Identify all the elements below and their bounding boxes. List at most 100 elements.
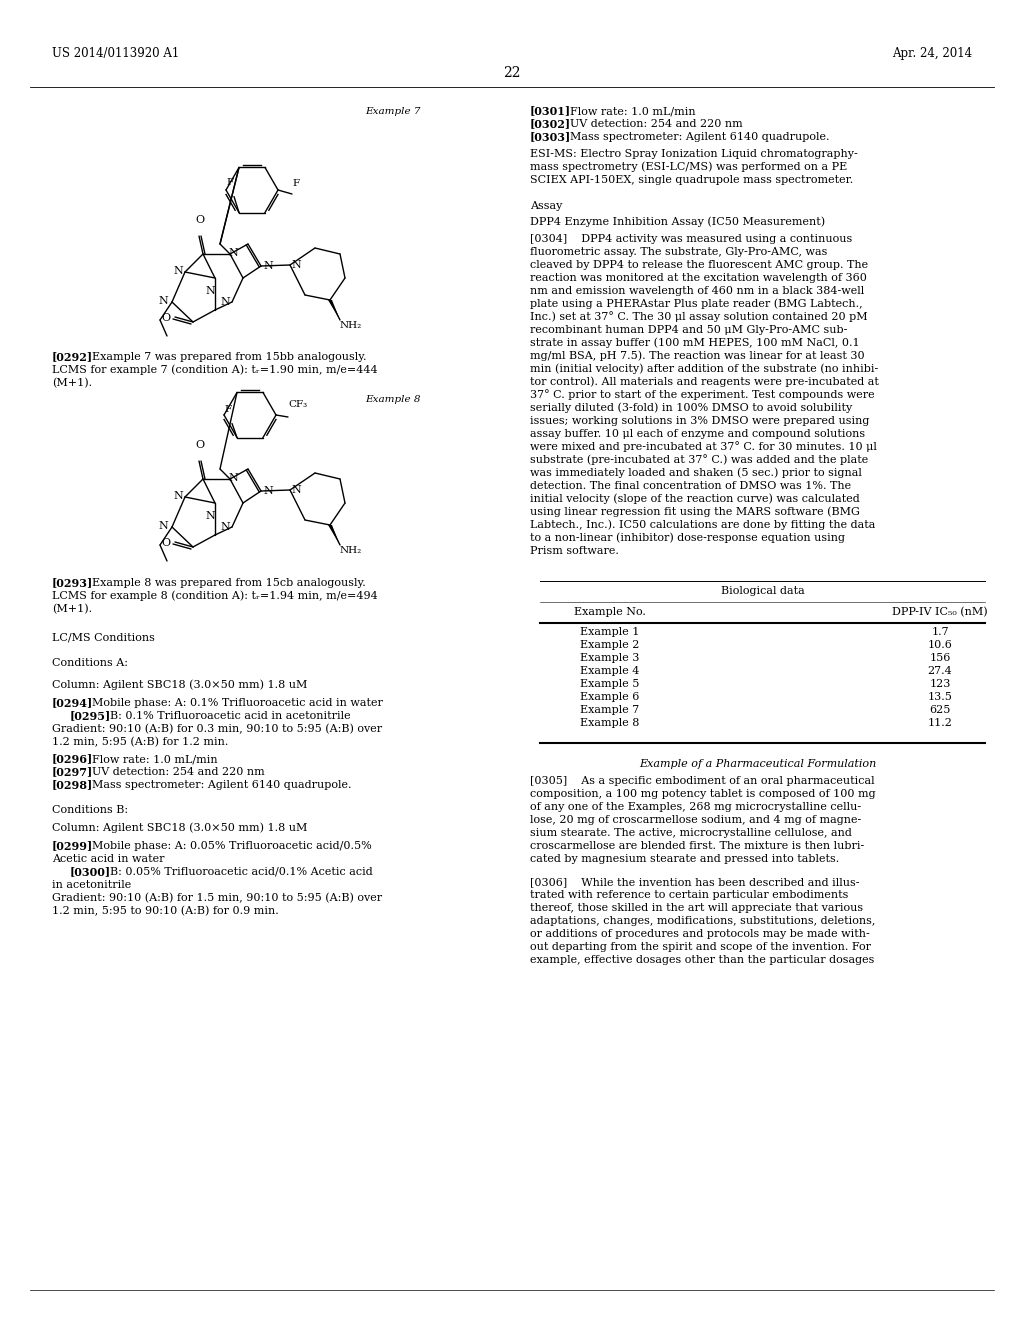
Text: out departing from the spirit and scope of the invention. For: out departing from the spirit and scope …: [530, 942, 871, 952]
Text: mass spectrometry (ESI-LC/MS) was performed on a PE: mass spectrometry (ESI-LC/MS) was perfor…: [530, 161, 847, 172]
Text: min (initial velocity) after addition of the substrate (no inhibi-: min (initial velocity) after addition of…: [530, 363, 879, 374]
Text: Example 7 was prepared from 15bb analogously.: Example 7 was prepared from 15bb analogo…: [92, 352, 367, 362]
Text: LC/MS Conditions: LC/MS Conditions: [52, 632, 155, 642]
Text: F: F: [226, 177, 233, 186]
Text: issues; working solutions in 3% DMSO were prepared using: issues; working solutions in 3% DMSO wer…: [530, 416, 869, 426]
Text: recombinant human DPP4 and 50 μM Gly-Pro-AMC sub-: recombinant human DPP4 and 50 μM Gly-Pro…: [530, 325, 848, 335]
Text: UV detection: 254 and 220 nm: UV detection: 254 and 220 nm: [570, 119, 742, 129]
Text: Biological data: Biological data: [721, 586, 805, 597]
Text: SCIEX API-150EX, single quadrupole mass spectrometer.: SCIEX API-150EX, single quadrupole mass …: [530, 176, 853, 185]
Text: [0305]    As a specific embodiment of an oral pharmaceutical: [0305] As a specific embodiment of an or…: [530, 776, 874, 785]
Text: 22: 22: [503, 66, 521, 81]
Text: 27.4: 27.4: [928, 667, 952, 676]
Text: N: N: [228, 248, 238, 257]
Text: F: F: [292, 180, 299, 187]
Text: DPP4 Enzyme Inhibition Assay (IC50 Measurement): DPP4 Enzyme Inhibition Assay (IC50 Measu…: [530, 216, 825, 227]
Text: N: N: [205, 286, 215, 296]
Text: 625: 625: [930, 705, 950, 715]
Text: 1.7: 1.7: [931, 627, 949, 638]
Text: Conditions B:: Conditions B:: [52, 805, 128, 814]
Text: N: N: [173, 491, 182, 502]
Polygon shape: [328, 525, 340, 545]
Text: B: 0.05% Trifluoroacetic acid/0.1% Acetic acid: B: 0.05% Trifluoroacetic acid/0.1% Aceti…: [110, 867, 373, 876]
Text: Column: Agilent SBC18 (3.0×50 mm) 1.8 uM: Column: Agilent SBC18 (3.0×50 mm) 1.8 uM: [52, 822, 307, 833]
Text: Example 7: Example 7: [365, 107, 421, 116]
Text: croscarmellose are blended first. The mixture is then lubri-: croscarmellose are blended first. The mi…: [530, 841, 864, 851]
Text: [0293]: [0293]: [52, 577, 93, 587]
Text: 11.2: 11.2: [928, 718, 952, 729]
Text: Flow rate: 1.0 mL/min: Flow rate: 1.0 mL/min: [92, 754, 218, 764]
Text: Mobile phase: A: 0.05% Trifluoroacetic acid/0.5%: Mobile phase: A: 0.05% Trifluoroacetic a…: [92, 841, 372, 851]
Text: N: N: [205, 511, 215, 521]
Text: Mass spectrometer: Agilent 6140 quadrupole.: Mass spectrometer: Agilent 6140 quadrupo…: [92, 780, 351, 789]
Text: strate in assay buffer (100 mM HEPES, 100 mM NaCl, 0.1: strate in assay buffer (100 mM HEPES, 10…: [530, 338, 859, 348]
Text: [0306]    While the invention has been described and illus-: [0306] While the invention has been desc…: [530, 876, 859, 887]
Text: Example 1: Example 1: [581, 627, 640, 638]
Text: F: F: [224, 404, 231, 413]
Text: example, effective dosages other than the particular dosages: example, effective dosages other than th…: [530, 954, 874, 965]
Text: [0296]: [0296]: [52, 752, 93, 764]
Text: O: O: [161, 313, 170, 323]
Text: [0298]: [0298]: [52, 779, 93, 789]
Text: [0299]: [0299]: [52, 840, 93, 851]
Text: Gradient: 90:10 (A:B) for 0.3 min, 90:10 to 5:95 (A:B) over: Gradient: 90:10 (A:B) for 0.3 min, 90:10…: [52, 723, 382, 734]
Text: Example 3: Example 3: [581, 653, 640, 663]
Text: [0297]: [0297]: [52, 766, 93, 777]
Text: assay buffer. 10 μl each of enzyme and compound solutions: assay buffer. 10 μl each of enzyme and c…: [530, 429, 865, 440]
Text: N: N: [220, 521, 229, 532]
Text: Gradient: 90:10 (A:B) for 1.5 min, 90:10 to 5:95 (A:B) over: Gradient: 90:10 (A:B) for 1.5 min, 90:10…: [52, 892, 382, 903]
Text: N: N: [220, 297, 229, 308]
Text: ESI-MS: Electro Spray Ionization Liquid chromatography-: ESI-MS: Electro Spray Ionization Liquid …: [530, 149, 858, 158]
Text: fluorometric assay. The substrate, Gly-Pro-AMC, was: fluorometric assay. The substrate, Gly-P…: [530, 247, 827, 257]
Text: [0292]: [0292]: [52, 351, 93, 362]
Text: Example 2: Example 2: [581, 640, 640, 649]
Text: nm and emission wavelength of 460 nm in a black 384-well: nm and emission wavelength of 460 nm in …: [530, 286, 864, 296]
Text: using linear regression fit using the MARS software (BMG: using linear regression fit using the MA…: [530, 507, 860, 517]
Text: Prism software.: Prism software.: [530, 546, 618, 556]
Text: reaction was monitored at the excitation wavelength of 360: reaction was monitored at the excitation…: [530, 273, 867, 282]
Text: adaptations, changes, modifications, substitutions, deletions,: adaptations, changes, modifications, sub…: [530, 916, 876, 927]
Text: Example 8: Example 8: [581, 718, 640, 729]
Text: substrate (pre-incubated at 37° C.) was added and the plate: substrate (pre-incubated at 37° C.) was …: [530, 454, 868, 465]
Text: N: N: [291, 260, 301, 271]
Text: cated by magnesium stearate and pressed into tablets.: cated by magnesium stearate and pressed …: [530, 854, 840, 865]
Text: [0300]: [0300]: [70, 866, 112, 876]
Text: cleaved by DPP4 to release the fluorescent AMC group. The: cleaved by DPP4 to release the fluoresce…: [530, 260, 868, 271]
Text: UV detection: 254 and 220 nm: UV detection: 254 and 220 nm: [92, 767, 265, 777]
Text: Example of a Pharmaceutical Formulation: Example of a Pharmaceutical Formulation: [639, 759, 877, 770]
Text: mg/ml BSA, pH 7.5). The reaction was linear for at least 30: mg/ml BSA, pH 7.5). The reaction was lin…: [530, 350, 864, 360]
Text: sium stearate. The active, microcrystalline cellulose, and: sium stearate. The active, microcrystall…: [530, 828, 852, 838]
Text: N: N: [291, 484, 301, 495]
Text: DPP-IV IC₅₀ (nM): DPP-IV IC₅₀ (nM): [892, 607, 988, 616]
Text: serially diluted (3-fold) in 100% DMSO to avoid solubility: serially diluted (3-fold) in 100% DMSO t…: [530, 403, 852, 413]
Text: LCMS for example 8 (condition A): tᵣ=1.94 min, m/e=494: LCMS for example 8 (condition A): tᵣ=1.9…: [52, 590, 378, 601]
Text: Inc.) set at 37° C. The 30 μl assay solution contained 20 pM: Inc.) set at 37° C. The 30 μl assay solu…: [530, 312, 867, 322]
Text: Column: Agilent SBC18 (3.0×50 mm) 1.8 uM: Column: Agilent SBC18 (3.0×50 mm) 1.8 uM: [52, 680, 307, 690]
Text: NH₂: NH₂: [340, 321, 362, 330]
Text: N: N: [173, 267, 182, 276]
Text: thereof, those skilled in the art will appreciate that various: thereof, those skilled in the art will a…: [530, 903, 863, 913]
Text: Example 8 was prepared from 15cb analogously.: Example 8 was prepared from 15cb analogo…: [92, 578, 366, 587]
Text: lose, 20 mg of croscarmellose sodium, and 4 mg of magne-: lose, 20 mg of croscarmellose sodium, an…: [530, 814, 861, 825]
Text: Acetic acid in water: Acetic acid in water: [52, 854, 165, 865]
Text: B: 0.1% Trifluoroacetic acid in acetonitrile: B: 0.1% Trifluoroacetic acid in acetonit…: [110, 711, 350, 721]
Text: 37° C. prior to start of the experiment. Test compounds were: 37° C. prior to start of the experiment.…: [530, 389, 874, 400]
Text: NH₂: NH₂: [340, 546, 362, 554]
Text: detection. The final concentration of DMSO was 1%. The: detection. The final concentration of DM…: [530, 480, 851, 491]
Text: composition, a 100 mg potency tablet is composed of 100 mg: composition, a 100 mg potency tablet is …: [530, 789, 876, 799]
Text: O: O: [195, 215, 204, 224]
Text: 10.6: 10.6: [928, 640, 952, 649]
Text: Example 4: Example 4: [581, 667, 640, 676]
Text: of any one of the Examples, 268 mg microcrystalline cellu-: of any one of the Examples, 268 mg micro…: [530, 803, 861, 812]
Text: N: N: [158, 521, 168, 531]
Text: [0295]: [0295]: [70, 710, 112, 721]
Text: Apr. 24, 2014: Apr. 24, 2014: [892, 48, 972, 59]
Polygon shape: [328, 300, 340, 319]
Text: O: O: [195, 440, 204, 450]
Text: were mixed and pre-incubated at 37° C. for 30 minutes. 10 μl: were mixed and pre-incubated at 37° C. f…: [530, 441, 877, 451]
Text: Example 5: Example 5: [581, 678, 640, 689]
Text: Example 8: Example 8: [365, 395, 421, 404]
Text: Example No.: Example No.: [574, 607, 646, 616]
Text: [0304]    DPP4 activity was measured using a continuous: [0304] DPP4 activity was measured using …: [530, 234, 852, 244]
Text: N: N: [228, 473, 238, 483]
